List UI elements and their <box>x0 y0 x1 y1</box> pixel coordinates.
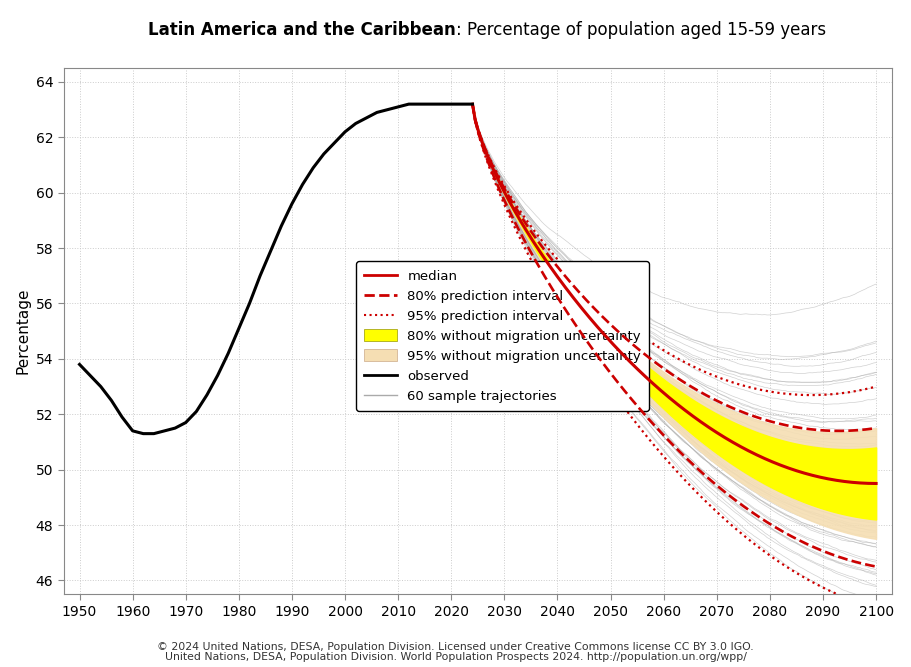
Text: United Nations, DESA, Population Division. World Population Prospects 2024. http: United Nations, DESA, Population Divisio… <box>165 652 746 662</box>
Legend: median, 80% prediction interval, 95% prediction interval, 80% without migration : median, 80% prediction interval, 95% pre… <box>356 261 650 411</box>
Text: Latin America and the Caribbean: Latin America and the Caribbean <box>148 21 455 39</box>
Text: : Percentage of population aged 15-59 years: : Percentage of population aged 15-59 ye… <box>456 21 825 39</box>
Y-axis label: Percentage: Percentage <box>15 288 30 374</box>
Text: © 2024 United Nations, DESA, Population Division. Licensed under Creative Common: © 2024 United Nations, DESA, Population … <box>158 642 753 652</box>
